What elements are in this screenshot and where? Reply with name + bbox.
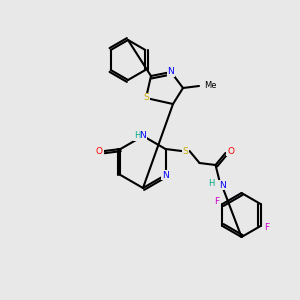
Text: H: H	[208, 178, 215, 188]
Text: N: N	[162, 170, 169, 179]
Text: H: H	[134, 131, 140, 140]
Text: N: N	[140, 131, 146, 140]
Text: S: S	[143, 94, 149, 103]
Text: N: N	[219, 181, 226, 190]
Text: S: S	[183, 146, 188, 155]
Text: F: F	[214, 197, 219, 206]
Text: F: F	[264, 224, 269, 232]
Text: Me: Me	[204, 82, 217, 91]
Text: O: O	[227, 146, 234, 155]
Text: N: N	[168, 68, 174, 76]
Text: O: O	[96, 146, 103, 155]
